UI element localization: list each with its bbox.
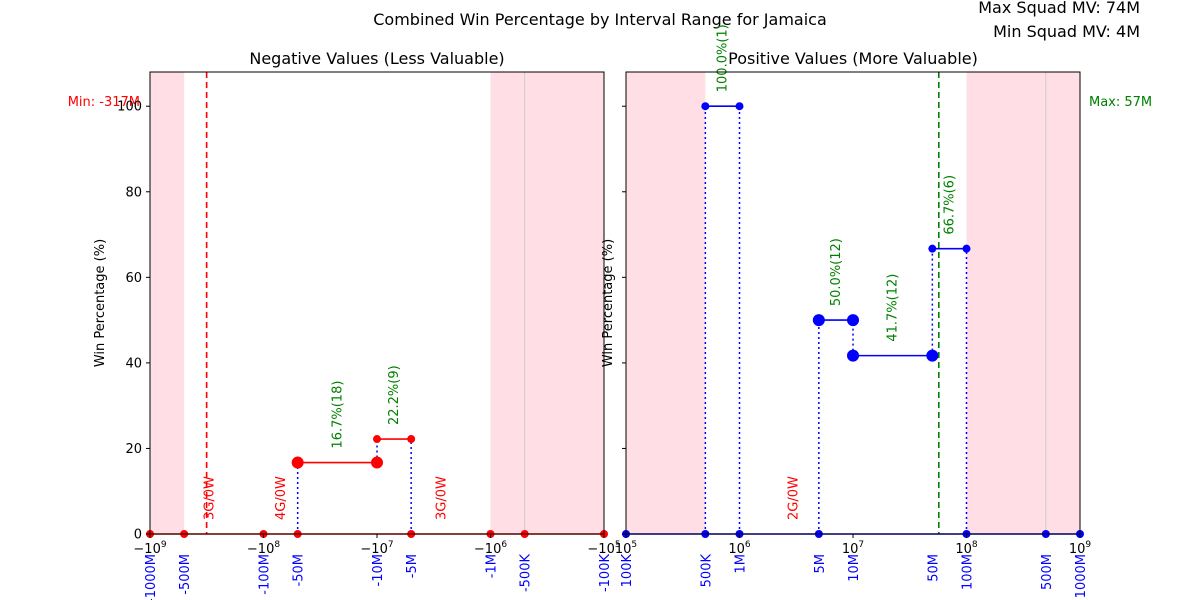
shaded-region xyxy=(626,72,706,534)
x-value-label: 500K xyxy=(699,554,714,588)
x-tick-label: 106 xyxy=(728,540,751,557)
segment-label: 22.2%(9) xyxy=(387,365,402,425)
x-tick-label: −105 xyxy=(587,540,620,557)
y-tick-label: 20 xyxy=(125,442,142,457)
x-value-label: -100K xyxy=(598,554,613,593)
x-value-label: 100M xyxy=(961,554,976,590)
y-tick-label: 0 xyxy=(134,528,142,543)
data-point xyxy=(926,349,939,362)
x-value-label: -500K xyxy=(519,554,534,593)
x-tick-label: −108 xyxy=(247,540,280,557)
subplot-title: Positive Values (More Valuable) xyxy=(728,49,978,68)
data-point xyxy=(373,435,381,444)
x-tick-label: 108 xyxy=(955,540,978,557)
games-wins-label: 3G/0W xyxy=(435,476,450,520)
x-tick-label: 109 xyxy=(1069,540,1092,557)
games-wins-label: 4G/0W xyxy=(274,476,289,520)
games-wins-label: 2G/0W xyxy=(787,476,802,520)
data-point xyxy=(847,349,859,362)
x-value-label: 50M xyxy=(926,554,941,582)
y-tick-label: 60 xyxy=(125,271,142,286)
data-point xyxy=(407,435,416,444)
games-wins-label: 3G/0W xyxy=(202,476,217,520)
data-point xyxy=(701,102,710,111)
data-point xyxy=(812,314,825,327)
subplot-title: Negative Values (Less Valuable) xyxy=(249,49,504,68)
data-point xyxy=(291,456,304,469)
segment-label: 50.0%(12) xyxy=(829,238,844,306)
data-point xyxy=(735,102,744,111)
shaded-region xyxy=(490,72,604,534)
x-value-label: -1000M xyxy=(144,554,159,600)
plot-neg: Min: -317M 16.7%(18) 22.2%(9) 3G/0W 4G/0W 3G/… xyxy=(68,49,621,600)
x-value-label: 10M xyxy=(847,554,862,582)
x-tick-label: −106 xyxy=(474,540,507,557)
x-value-label: 1000M xyxy=(1074,554,1089,598)
x-value-label: -5M xyxy=(405,554,420,578)
shaded-region xyxy=(150,72,185,534)
x-tick-label: 105 xyxy=(615,540,637,557)
y-tick-label: 40 xyxy=(125,356,142,371)
data-point xyxy=(847,314,859,327)
x-value-label: 100K xyxy=(620,554,635,588)
segment-label: 100.0%(1) xyxy=(715,24,730,92)
x-value-label: 5M xyxy=(813,554,828,574)
reference-label: Min: -317M xyxy=(68,95,140,110)
x-value-label: 1M xyxy=(734,554,749,574)
x-value-label: 500M xyxy=(1040,554,1055,590)
shaded-region xyxy=(966,72,1080,534)
data-point xyxy=(928,244,937,253)
x-value-label: -50M xyxy=(292,554,307,586)
y-axis-label: Win Percentage (%) xyxy=(601,239,616,367)
x-value-label: -10M xyxy=(371,554,386,586)
figure-title: Combined Win Percentage by Interval Rang… xyxy=(373,10,827,29)
x-value-label: -500M xyxy=(178,554,193,595)
data-point xyxy=(371,456,383,469)
y-tick-label: 80 xyxy=(125,185,142,200)
segment-label: 16.7%(18) xyxy=(330,381,345,449)
x-tick-label: −109 xyxy=(133,540,166,557)
y-axis-label: Win Percentage (%) xyxy=(93,239,108,367)
x-value-label: -1M xyxy=(485,554,500,578)
plot-pos: Max: 57M 100.0%(1) 50.0%(12) 41.7%(12) 66.7%… xyxy=(601,24,1152,598)
data-point xyxy=(962,244,971,253)
x-value-label: -100M xyxy=(258,554,273,595)
y-tick-label: 100 xyxy=(117,100,142,115)
max-squad-mv-text: Max Squad MV: 74M xyxy=(978,0,1140,17)
x-tick-label: 107 xyxy=(842,540,864,557)
min-squad-mv-text: Min Squad MV: 4M xyxy=(993,22,1140,41)
x-tick-label: −107 xyxy=(360,540,393,557)
segment-label: 66.7%(6) xyxy=(942,175,957,235)
reference-label: Max: 57M xyxy=(1089,95,1152,110)
segment-label: 41.7%(12) xyxy=(886,274,901,342)
